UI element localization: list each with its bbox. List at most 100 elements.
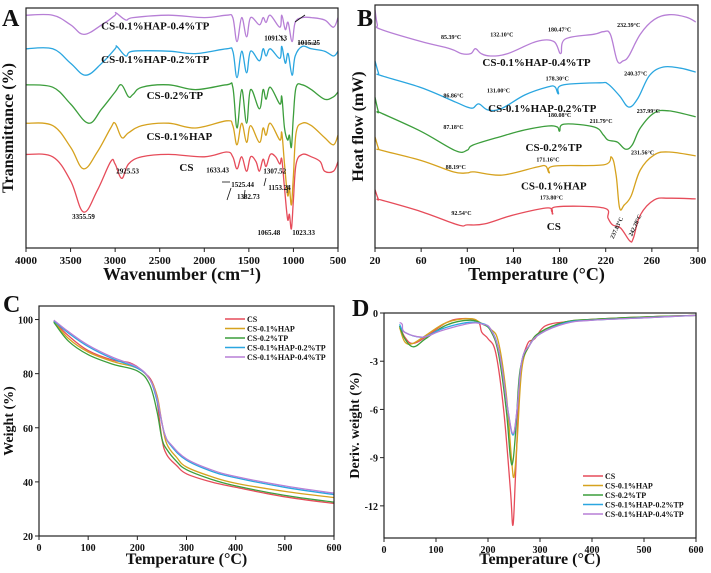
y-tick-label: 80 [23,370,33,381]
x-tick-label: 220 [597,255,614,267]
peak-annotation: 3355.59 [72,213,95,221]
peak-annotation: 171.16°C [536,157,559,164]
series-line [25,82,339,149]
series-line [374,9,697,64]
annotation-arrow [263,177,267,187]
legend-label: CS-0.1%HAP [605,482,653,491]
x-axis-label: Wavenumber (cm⁻¹) [103,264,261,285]
y-axis-label: Transmittance (%) [0,63,17,193]
legend-label: CS-0.1%HAP-0.2%TP [605,501,684,510]
x-tick-label: 0 [382,545,387,556]
y-tick-label: 60 [23,424,33,435]
series-line [374,189,696,243]
x-tick-label: 4000 [15,255,38,267]
peak-annotation: 1153.24 [268,184,291,192]
series-line [25,45,339,79]
y-tick-label: 40 [23,478,33,489]
x-tick-label: 0 [37,543,42,554]
series-line [398,314,697,466]
x-tick-label: 300 [690,255,707,267]
legend-label: CS [605,472,616,481]
peak-annotation: 232.39°C [617,22,640,29]
legend-label: CS [247,315,258,324]
annotation-arrow [278,34,286,42]
peak-annotation: 237.99°C [637,108,660,115]
x-tick-label: 500 [277,543,292,554]
series-line [53,319,335,494]
peak-annotation: 1023.33 [292,229,315,237]
peak-annotation: 240.37°C [624,70,647,77]
legend: CSCS-0.1%HAPCS-0.2%TPCS-0.1%HAP-0.2%TPCS… [583,472,684,519]
series-line [25,151,339,230]
peak-annotation: 86.86°C [443,92,463,99]
series-line [374,60,696,112]
peak-annotation: 1065.48 [258,229,281,237]
y-tick-label: -3 [370,357,378,368]
series-label: CS-0.1%HAP-0.4%TP [482,57,590,69]
x-tick-label: 500 [637,545,652,556]
x-tick-label: 2500 [149,255,172,267]
peak-annotation: 178.30°C [546,75,569,82]
legend-label: CS-0.1%HAP-0.4%TP [605,510,684,519]
x-tick-label: 60 [416,255,428,267]
y-axis-label: Deriv. weight (%) [348,372,363,478]
y-axis-label: Weight (%) [2,386,17,456]
legend-label: CS-0.1%HAP-0.2%TP [247,344,326,353]
panel-letter: C [3,292,20,318]
series-line [53,320,335,505]
peak-annotation: 1091.13 [264,34,287,42]
series-label: CS [179,162,193,174]
x-tick-label: 2000 [193,255,216,267]
panel-letter: B [357,6,373,32]
x-tick-label: 200 [130,543,145,554]
x-tick-label: 3000 [104,255,127,267]
x-tick-label: 600 [327,543,342,554]
peak-annotation: 180.08°C [548,112,571,119]
peak-annotation: 1307.52 [263,168,286,176]
series-line [399,314,697,526]
legend-label: CS-0.1%HAP [247,325,295,334]
y-tick-label: 20 [23,532,33,543]
series-line [25,120,339,206]
x-tick-label: 400 [228,543,243,554]
peak-annotation: 1525.44 [231,181,254,189]
x-tick-label: 400 [585,545,600,556]
peak-annotation: 237.83°C [609,216,625,240]
x-tick-label: 100 [81,543,96,554]
x-tick-label: 180 [551,255,568,267]
x-tick-label: 100 [429,545,444,556]
x-tick-label: 1000 [282,255,305,267]
x-tick-label: 600 [689,545,704,556]
x-tick-label: 20 [370,255,382,267]
peak-annotation: 87.18°C [443,124,463,131]
panel-letter: D [352,296,369,322]
peak-annotation: 132.10°C [490,32,513,39]
x-tick-label: 200 [481,545,496,556]
annotation-arrow [243,189,246,200]
panel-c: C 0 100 200 300 400 500 600 20 40 60 80 100 Temperatu… [2,292,342,568]
panel-d: D0 100 200 300 400 500 6000-3-6-9-12Temperatur… [348,296,704,568]
legend-label: CS-0.1%HAP-0.4%TP [247,353,326,362]
y-tick-label: 100 [18,316,33,327]
series-label: CS-0.2%TP [526,142,583,154]
legend: CSCS-0.1%HAPCS-0.2%TPCS-0.1%HAP-0.2%TPCS… [225,315,326,362]
annotation-arrow [294,14,306,23]
series-line [374,97,696,153]
y-tick-label: -9 [370,454,378,465]
peak-annotation: 211.79°C [590,118,613,125]
peak-annotation: 2925.53 [116,168,139,176]
series-line [374,136,696,211]
x-axis-label: Temperature (°C) [468,264,605,285]
series-label: CS-0.1%HAP-0.4%TP [101,21,209,33]
plot-frame [374,4,699,249]
panel-letter: A [2,6,20,32]
panel-b: B 20 60 100 140 180 220 260 300 Temperature (°C) H… [350,4,707,285]
x-tick-label: 140 [505,255,522,267]
series-line [399,314,697,435]
peak-annotation: 231.56°C [631,149,654,156]
x-tick-label: 260 [644,255,661,267]
x-tick-label: 300 [533,545,548,556]
series-label: CS [547,221,561,233]
peak-annotation: 1382.73 [237,193,260,201]
